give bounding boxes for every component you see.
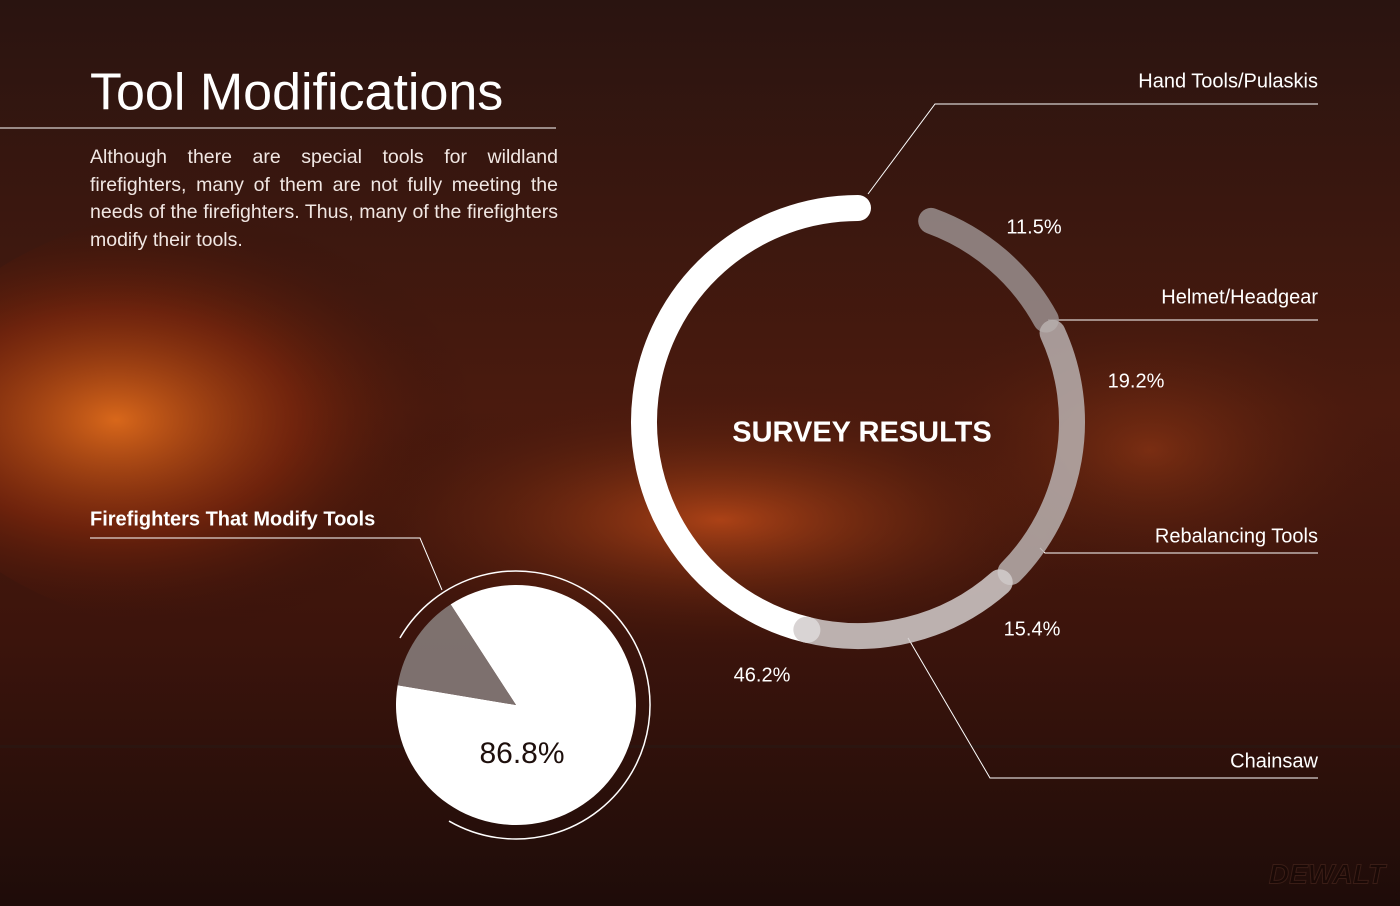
body-box: Although there are special tools for wil… — [90, 146, 558, 251]
value-label: 19.2% — [1108, 370, 1165, 392]
radial-chart: 46.2% Hand Tools/Pulaskis 11.5% Helmet/Head… — [631, 70, 1319, 772]
logo: DEWALT — [1269, 858, 1388, 889]
leader-line — [907, 637, 1318, 779]
pie-slice — [397, 604, 516, 705]
pie-ring — [399, 570, 651, 840]
chart-title: SURVEY RESULTS — [732, 417, 991, 449]
category-label: Helmet/Headgear — [1161, 286, 1318, 308]
fire-glow — [890, 290, 1400, 610]
arc-segment — [918, 207, 1059, 333]
category-label: Hand Tools/Pulaskis — [1138, 70, 1318, 92]
arc-segment — [997, 319, 1085, 586]
category-label: Chainsaw — [1230, 750, 1318, 772]
chart-title: Firefighters That Modify Tools — [90, 508, 375, 530]
leader-line — [90, 537, 443, 591]
value-label: 46.2% — [734, 664, 791, 686]
body-text: Although there are special tools for wil… — [90, 146, 558, 251]
title: Tool Modifications — [90, 64, 503, 122]
category-label: Rebalancing Tools — [1155, 525, 1318, 547]
pie-chart: 86.8% Firefighters That Modify Tools — [90, 508, 651, 840]
road-line — [0, 745, 1400, 748]
value-label: 15.4% — [1004, 618, 1061, 640]
leader-line — [867, 103, 1318, 195]
value-label: 86.8% — [479, 737, 564, 770]
value-label: 11.5% — [1006, 216, 1061, 238]
arc-segment — [631, 195, 871, 643]
arc-segment — [793, 569, 1013, 649]
